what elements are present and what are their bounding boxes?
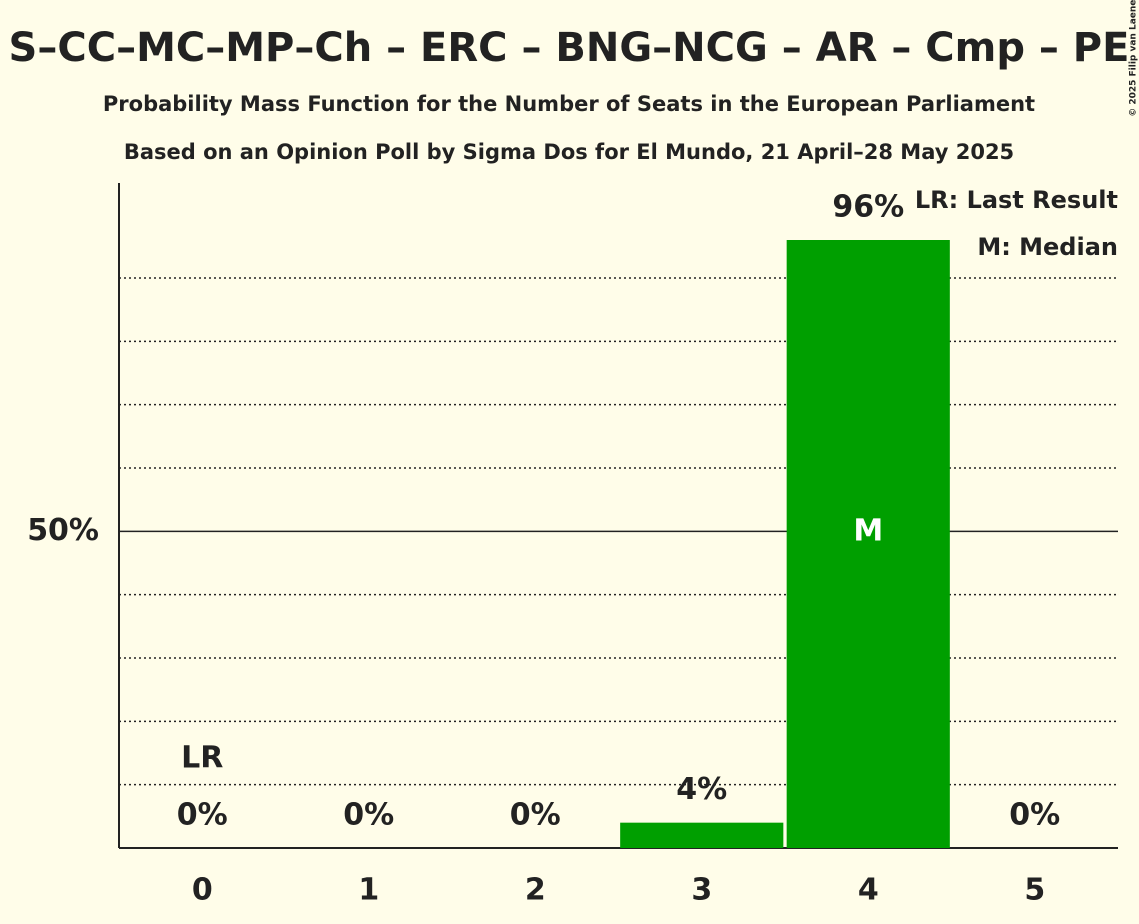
legend-entry: M: Median [977, 233, 1118, 261]
value-label: 0% [510, 798, 561, 833]
x-tick-label: 4 [858, 873, 879, 908]
median-marker: M [853, 514, 883, 549]
value-label: 0% [177, 798, 228, 833]
x-tick-label: 2 [525, 873, 546, 908]
chart-subtitle: Based on an Opinion Poll by Sigma Dos fo… [124, 140, 1014, 164]
value-label: 0% [343, 798, 394, 833]
legend-entry: LR: Last Result [915, 186, 1118, 214]
chart-subtitle: Probability Mass Function for the Number… [103, 92, 1035, 116]
copyright: © 2025 Filip van Laenen [1129, 0, 1139, 117]
value-label: 96% [832, 190, 904, 225]
x-tick-label: 5 [1024, 873, 1045, 908]
chart-title: S–CC–MC–MP–Ch – ERC – BNG–NCG – AR – Cmp… [9, 25, 1130, 71]
value-label: 4% [676, 772, 727, 807]
x-tick-label: 1 [358, 873, 379, 908]
y-tick-label: 50% [27, 513, 99, 548]
bar [786, 240, 950, 848]
x-tick-label: 3 [691, 873, 712, 908]
last-result-marker: LR [181, 741, 223, 776]
bar [620, 822, 784, 848]
x-tick-label: 0 [192, 873, 213, 908]
value-label: 0% [1009, 798, 1060, 833]
